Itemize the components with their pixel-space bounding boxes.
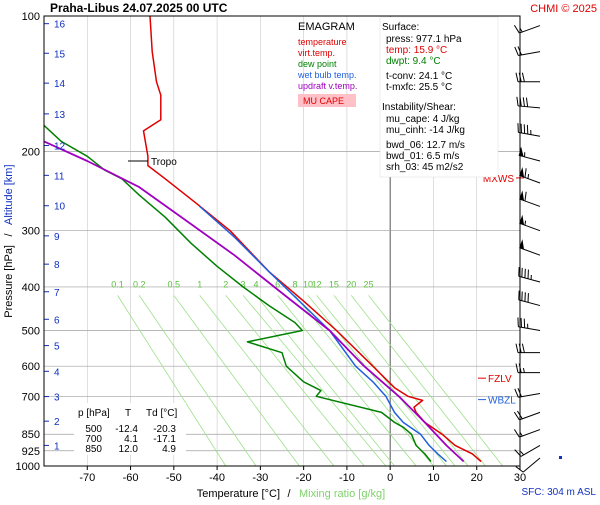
x-tick-label: 10 (427, 472, 439, 484)
y-tick-label: 600 (22, 361, 40, 373)
copyright-label: CHMI © 2025 (530, 3, 597, 15)
y-tick-label: 400 (22, 282, 40, 294)
tropopause-label: Tropo (151, 157, 177, 168)
bwd01-value: bwd_01: 6.5 m/s (386, 151, 459, 162)
altitude-tick-label: 9 (54, 232, 60, 243)
altitude-tick-label: 16 (54, 20, 66, 31)
mixing-ratio-label: 0.5 (168, 279, 181, 289)
y-tick-label: 500 (22, 326, 40, 338)
x-tick-label: -50 (166, 472, 182, 484)
y-tick-label: 200 (22, 146, 40, 158)
level-table: p [hPa] T Td [°C] 500 -12.4 -20.3 700 4.… (74, 403, 186, 455)
surface-dwpt: dwpt: 9.4 °C (386, 56, 441, 67)
altitude-tick-label: 3 (54, 393, 60, 404)
table-row-850-td: 4.9 (162, 444, 176, 455)
altitude-tick-label: 1 (54, 441, 60, 452)
table-row-850-t: 12.0 (119, 444, 139, 455)
y-tick-label: 100 (22, 11, 40, 23)
altitude-tick-label: 8 (54, 260, 60, 271)
altitude-tick-label: 6 (54, 315, 60, 326)
surface-press: press: 977.1 hPa (386, 34, 462, 45)
surface-temp: temp: 15.9 °C (386, 45, 447, 56)
fzlv-label: FZLV (488, 374, 512, 385)
mixing-ratio-label: 2 (223, 279, 228, 289)
y-axis-label-pressure: Pressure [hPa] (3, 245, 15, 318)
wbzl-label: WBZL (488, 396, 516, 407)
altitude-tick-label: 4 (54, 367, 60, 378)
y-tick-label: 300 (22, 226, 40, 238)
legend-item-wet-bulb: wet bulb temp. (297, 70, 357, 80)
altitude-tick-label: 14 (54, 79, 66, 90)
legend-heading: EMAGRAM (298, 21, 355, 33)
altitude-tick-label: 5 (54, 342, 60, 353)
mixing-ratio-label: 12 (312, 279, 322, 289)
bwd06-value: bwd_06: 12.7 m/s (386, 140, 465, 151)
y-tick-label: 925 (22, 446, 40, 458)
x-tick-label: 0 (387, 472, 393, 484)
table-header-p: p [hPa] (78, 408, 110, 419)
altitude-tick-label: 7 (54, 288, 60, 299)
surface-tmxfc: t-mxfc: 25.5 °C (386, 82, 452, 93)
legend-item-virt-temp: virt.temp. (298, 48, 335, 58)
y-axis-label-altitude: Altitude [km] (3, 164, 15, 225)
surface-tconv: t-conv: 24.1 °C (386, 71, 452, 82)
x-tick-label: -40 (209, 472, 225, 484)
altitude-tick-label: 10 (54, 202, 66, 213)
mixing-ratio-label: 8 (292, 279, 297, 289)
x-tick-label: -10 (339, 472, 355, 484)
legend-item-dew-point: dew point (298, 59, 337, 69)
mixing-ratio-label: 1 (197, 279, 202, 289)
altitude-tick-label: 12 (54, 142, 66, 153)
wind-barb-half-feather (525, 221, 526, 226)
x-tick-label: -30 (252, 472, 268, 484)
y-tick-label: 700 (22, 391, 40, 403)
mixing-ratio-label: 0.1 (111, 279, 124, 289)
x-tick-label: 20 (471, 472, 483, 484)
mu-cinh-value: mu_cinh: -14 J/kg (386, 125, 465, 136)
table-row-850-p: 850 (85, 444, 102, 455)
chart-title: Praha-Libus 24.07.2025 00 UTC (50, 1, 228, 15)
surface-info-box: Surface: press: 977.1 hPa temp: 15.9 °C … (380, 17, 498, 177)
altitude-tick-label: 15 (54, 49, 66, 60)
surface-station-dot (559, 456, 562, 459)
y-tick-label: 850 (22, 429, 40, 441)
mixing-ratio-label: 4 (254, 279, 259, 289)
x-tick-label: 30 (514, 472, 526, 484)
mu-cape-badge: MU CAPE (303, 96, 344, 106)
wind-barb-half-feather (528, 174, 529, 179)
mixing-ratio-label: 15 (329, 279, 339, 289)
surface-heading: Surface: (382, 22, 419, 33)
x-tick-label: -60 (123, 472, 139, 484)
table-header-td: Td [°C] (146, 408, 177, 419)
mixing-ratio-label: 25 (364, 279, 374, 289)
srh03-value: srh_03: 45 m2/s2 (386, 162, 464, 173)
x-axis-label-mix: Mixing ratio [g/kg] (299, 488, 385, 500)
x-tick-label: -70 (79, 472, 95, 484)
legend-item-updraft: updraft v.temp. (298, 81, 357, 91)
y-tick-label: 1000 (16, 461, 40, 473)
mixing-ratio-label: 0.2 (133, 279, 146, 289)
x-axis-label-temp: Temperature [°C] (197, 488, 280, 500)
mixing-ratio-label: 20 (346, 279, 356, 289)
legend-item-temperature: temperature (298, 37, 347, 47)
instability-heading: Instability/Shear: (382, 102, 456, 113)
altitude-tick-label: 2 (54, 417, 60, 428)
altitude-tick-label: 13 (54, 110, 66, 121)
x-tick-label: -20 (296, 472, 312, 484)
altitude-tick-label: 11 (54, 171, 65, 182)
table-header-t: T (125, 408, 131, 419)
mu-cape-value: mu_cape: 4 J/kg (386, 114, 459, 125)
sfc-note: SFC: 304 m ASL (522, 487, 597, 498)
